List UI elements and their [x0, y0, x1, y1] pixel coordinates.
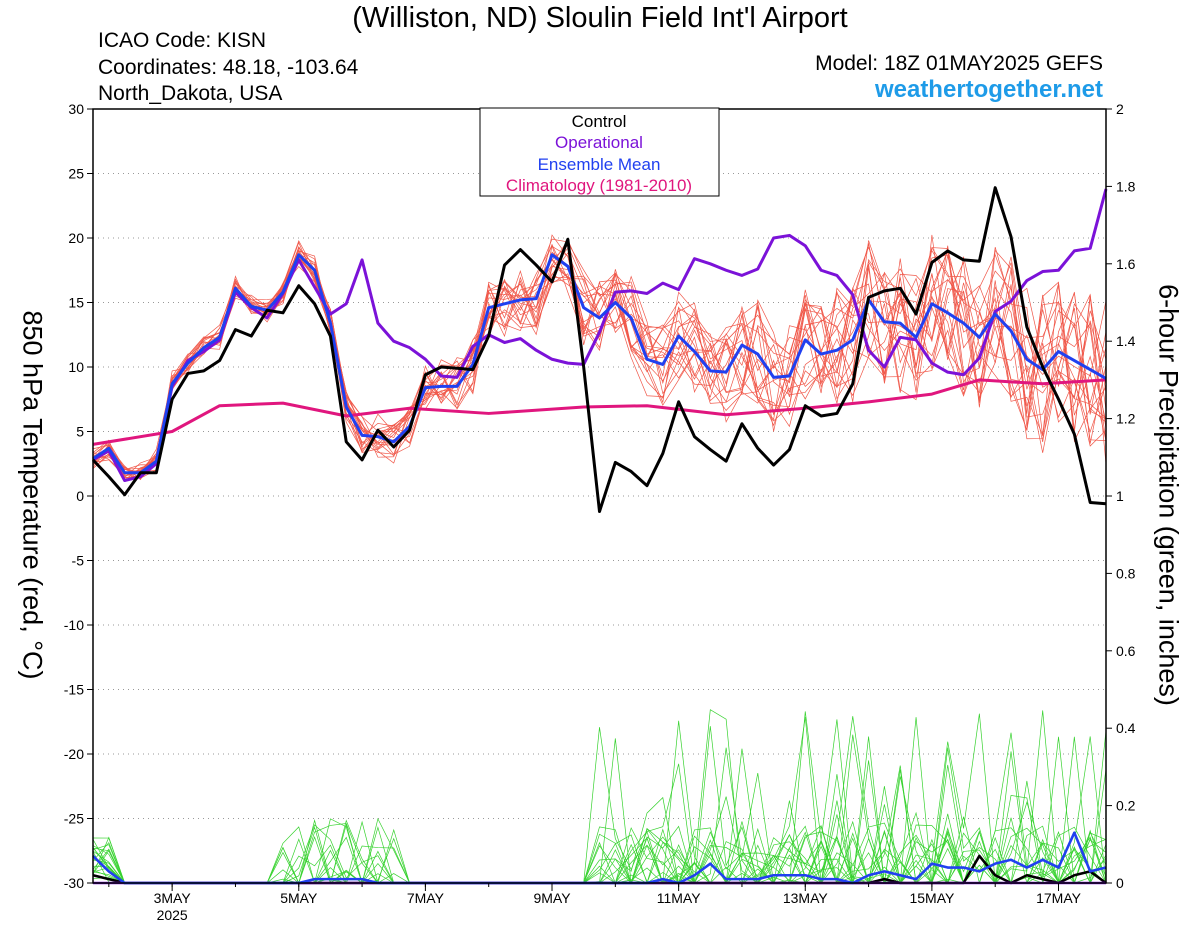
y-tick-label: 10 [68, 359, 84, 375]
y-tick-label: 30 [68, 101, 84, 117]
y-tick-label: -20 [64, 746, 84, 762]
y-tick-label: -5 [72, 553, 85, 569]
y-tick-label: 5 [76, 424, 84, 440]
region: North_Dakota, USA [98, 82, 283, 105]
operational-temp-line [92, 188, 1108, 483]
legend-control: Control [572, 112, 627, 131]
legend-climatology: Climatology (1981-2010) [506, 176, 692, 195]
precip-member-line [92, 760, 1107, 884]
ensemble-member-line [92, 241, 1107, 477]
x-tick-label: 5MAY [280, 890, 318, 906]
x-tick-label: 11MAY [657, 890, 701, 906]
climatology-line [92, 378, 1107, 446]
ensemble-mean-temp-line [92, 253, 1107, 475]
y-tick-label: 20 [68, 230, 84, 246]
y2-tick-label: 1.2 [1116, 411, 1136, 427]
y2-tick-label: 0.8 [1116, 565, 1136, 581]
ensemble-member-line [92, 245, 1107, 473]
precip-member-line [92, 736, 1106, 884]
precip-layer [92, 709, 1107, 885]
precip-member-line [92, 764, 1107, 884]
ensemble-members [92, 234, 1107, 482]
y2-tick-label: 0.6 [1116, 643, 1136, 659]
y2-tick-label: 1.8 [1116, 178, 1136, 194]
axes: 302520151050-5-10-15-20-25-3021.81.61.41… [64, 101, 1136, 923]
ensemble-member-line [92, 246, 1107, 471]
y-tick-label: -25 [64, 811, 84, 827]
plot-frame [92, 108, 1107, 884]
y-tick-label: -15 [64, 682, 84, 698]
ensemble-member-line [92, 244, 1107, 481]
y2-tick-label: 1.6 [1116, 256, 1136, 272]
x-tick-label: 7MAY [407, 890, 445, 906]
coordinates: Coordinates: 48.18, -103.64 [98, 56, 359, 79]
model-run: Model: 18Z 01MAY2025 GEFS [815, 52, 1103, 75]
x-tick-label: 3MAY [154, 890, 192, 906]
y2-tick-label: 0 [1116, 875, 1124, 891]
site-link[interactable]: weathertogether.net [874, 76, 1103, 103]
legend-operational: Operational [555, 133, 643, 152]
y-tick-label: 25 [68, 166, 84, 182]
y2-tick-label: 2 [1116, 101, 1124, 117]
y-tick-label: 0 [76, 488, 84, 504]
y-tick-label: -30 [64, 875, 84, 891]
ensemble-member-line [92, 246, 1107, 473]
y2-tick-label: 0.2 [1116, 798, 1136, 814]
x-tick-label: 9MAY [533, 890, 571, 906]
precip-member-line [92, 734, 1107, 884]
y2-tick-label: 0.4 [1116, 720, 1136, 736]
control-temp-line [91, 186, 1107, 513]
icao-code: ICAO Code: KISN [98, 29, 267, 52]
ensemble-member-line [92, 256, 1107, 479]
y2-tick-label: 1 [1116, 488, 1124, 504]
y2-tick-label: 1.4 [1116, 333, 1136, 349]
legend-ensemble-mean: Ensemble Mean [538, 155, 661, 174]
legend-box [479, 107, 720, 197]
ensemble-member-line [92, 243, 1107, 480]
x-tick-label: 15MAY [909, 890, 955, 906]
y-tick-label: -10 [64, 617, 84, 633]
x-tick-sublabel: 2025 [157, 907, 188, 923]
y-tick-label: 15 [68, 295, 84, 311]
ensemble-member-line [92, 245, 1107, 475]
x-tick-label: 13MAY [783, 890, 829, 906]
ensemble-mean-precip-line [92, 831, 1107, 885]
precip-member-line [92, 730, 1107, 884]
ensemble-member-line [92, 250, 1107, 476]
chart-title: (Williston, ND) Sloulin Field Int'l Airp… [352, 2, 848, 34]
legend: Control Operational Ensemble Mean Climat… [479, 107, 720, 197]
x-tick-label: 17MAY [1036, 890, 1082, 906]
grid [93, 173, 1106, 819]
